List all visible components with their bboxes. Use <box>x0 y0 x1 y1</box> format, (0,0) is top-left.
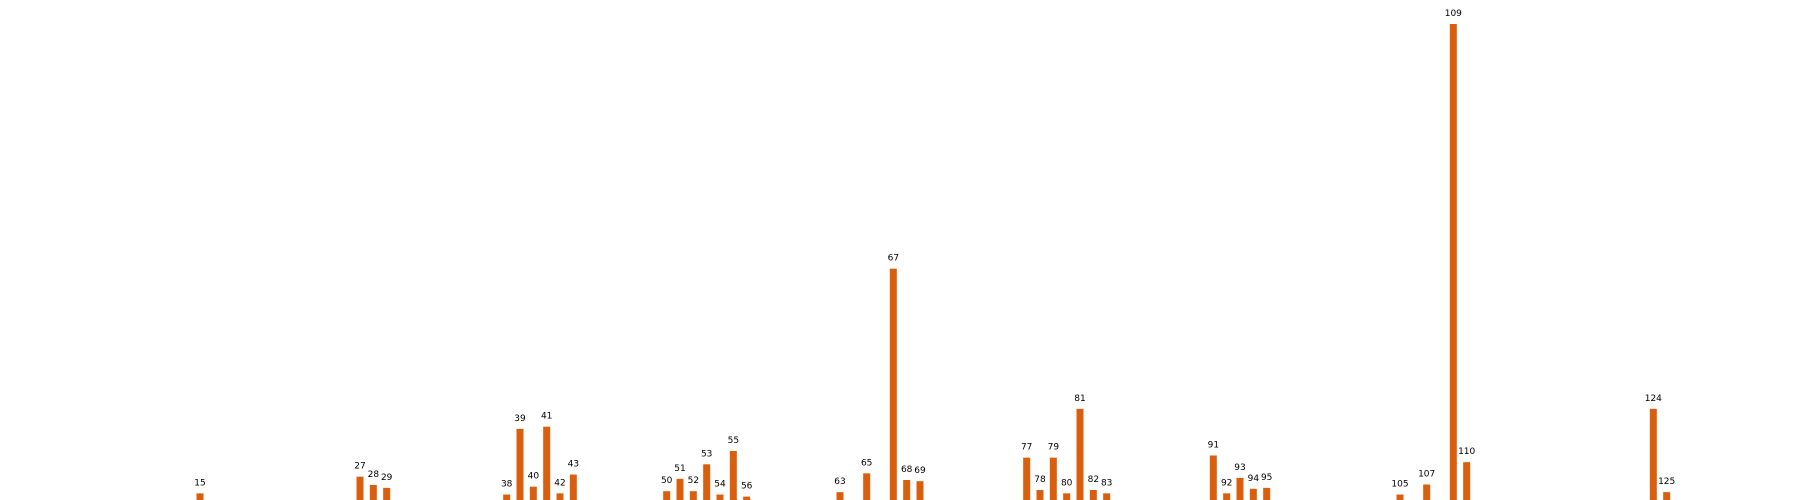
bar-label-52: 52 <box>688 476 699 486</box>
bar-label-42: 42 <box>554 478 565 488</box>
bar-38 <box>503 494 511 500</box>
bar-63 <box>836 492 844 500</box>
bar-label-41: 41 <box>541 412 552 422</box>
bar-91 <box>1209 455 1217 500</box>
bar-label-56: 56 <box>741 482 753 492</box>
bar-53 <box>703 464 711 500</box>
bar-label-81: 81 <box>1074 394 1085 404</box>
bar-78 <box>1036 490 1044 500</box>
bar-125 <box>1663 492 1671 500</box>
bar-label-63: 63 <box>834 477 845 487</box>
bar-label-28: 28 <box>368 470 380 480</box>
bar-label-80: 80 <box>1061 478 1073 488</box>
bar-label-69: 69 <box>914 466 926 476</box>
bar-110 <box>1463 462 1471 500</box>
bar-92 <box>1223 493 1231 500</box>
bar-label-68: 68 <box>901 465 913 475</box>
bar-label-65: 65 <box>861 458 872 468</box>
bar-label-105: 105 <box>1391 480 1408 490</box>
bar-label-27: 27 <box>354 462 365 472</box>
bar-label-15: 15 <box>194 478 205 488</box>
bar-65 <box>863 473 871 500</box>
bar-40 <box>529 486 537 500</box>
bar-52 <box>689 491 697 500</box>
bar-79 <box>1049 457 1057 500</box>
bar-label-92: 92 <box>1221 478 1232 488</box>
bar-95 <box>1263 487 1271 500</box>
bar-label-91: 91 <box>1208 440 1219 450</box>
bar-label-83: 83 <box>1101 478 1112 488</box>
bar-55 <box>729 450 737 500</box>
bar-label-94: 94 <box>1248 474 1260 484</box>
bar-107 <box>1423 484 1431 500</box>
bar-56 <box>743 496 751 500</box>
bar-label-38: 38 <box>501 480 513 490</box>
bar-43 <box>569 474 577 500</box>
bar-label-82: 82 <box>1088 475 1099 485</box>
bar-label-39: 39 <box>514 414 526 424</box>
bar-label-53: 53 <box>701 449 712 459</box>
bar-label-54: 54 <box>714 480 726 490</box>
bar-label-67: 67 <box>888 254 899 264</box>
bar-109 <box>1449 24 1457 500</box>
bar-39 <box>516 428 524 500</box>
bar-42 <box>556 493 564 500</box>
bar-77 <box>1023 457 1031 500</box>
bar-label-51: 51 <box>674 464 685 474</box>
bar-label-77: 77 <box>1021 443 1032 453</box>
bar-81 <box>1076 408 1084 500</box>
bar-93 <box>1236 477 1244 500</box>
bar-83 <box>1103 493 1111 500</box>
bar-label-40: 40 <box>528 472 540 482</box>
bar-label-43: 43 <box>568 460 579 470</box>
bar-80 <box>1063 493 1071 500</box>
bar-124 <box>1649 408 1657 500</box>
bar-27 <box>356 476 364 500</box>
bar-82 <box>1089 490 1097 500</box>
bar-105 <box>1396 494 1404 500</box>
bar-label-29: 29 <box>381 473 393 483</box>
bar-50 <box>663 491 671 500</box>
bar-41 <box>543 426 551 500</box>
bar-label-79: 79 <box>1048 443 1060 453</box>
bar-label-93: 93 <box>1234 463 1245 473</box>
bar-15 <box>196 493 204 500</box>
bar-94 <box>1249 488 1257 500</box>
bar-label-95: 95 <box>1261 473 1272 483</box>
bar-label-124: 124 <box>1645 394 1662 404</box>
bar-67 <box>889 268 897 500</box>
bar-label-107: 107 <box>1418 470 1435 480</box>
bar-28 <box>369 485 377 500</box>
bar-29 <box>383 487 391 500</box>
bar-54 <box>716 494 724 500</box>
bar-68 <box>903 480 911 500</box>
bar-label-109: 109 <box>1445 9 1462 19</box>
bar-label-125: 125 <box>1658 477 1675 487</box>
bar-51 <box>676 478 684 500</box>
bar-label-50: 50 <box>661 476 673 486</box>
bar-label-55: 55 <box>728 436 739 446</box>
bar-69 <box>916 481 924 500</box>
bar-label-78: 78 <box>1034 475 1046 485</box>
bar-label-110: 110 <box>1458 447 1475 457</box>
